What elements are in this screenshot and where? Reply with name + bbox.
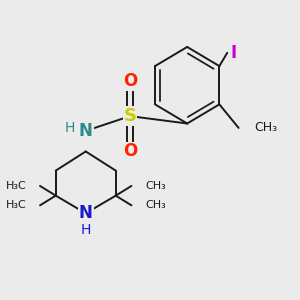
Text: I: I (231, 44, 237, 62)
Text: N: N (79, 204, 93, 222)
Text: CH₃: CH₃ (254, 122, 278, 134)
Text: N: N (79, 122, 93, 140)
Text: H: H (81, 223, 91, 236)
Text: H₃C: H₃C (5, 200, 26, 210)
Text: O: O (123, 142, 137, 160)
Text: O: O (123, 72, 137, 90)
Text: H₃C: H₃C (5, 181, 26, 191)
Text: S: S (124, 107, 136, 125)
Text: CH₃: CH₃ (145, 200, 166, 210)
Text: CH₃: CH₃ (145, 181, 166, 191)
Text: H: H (65, 121, 75, 135)
